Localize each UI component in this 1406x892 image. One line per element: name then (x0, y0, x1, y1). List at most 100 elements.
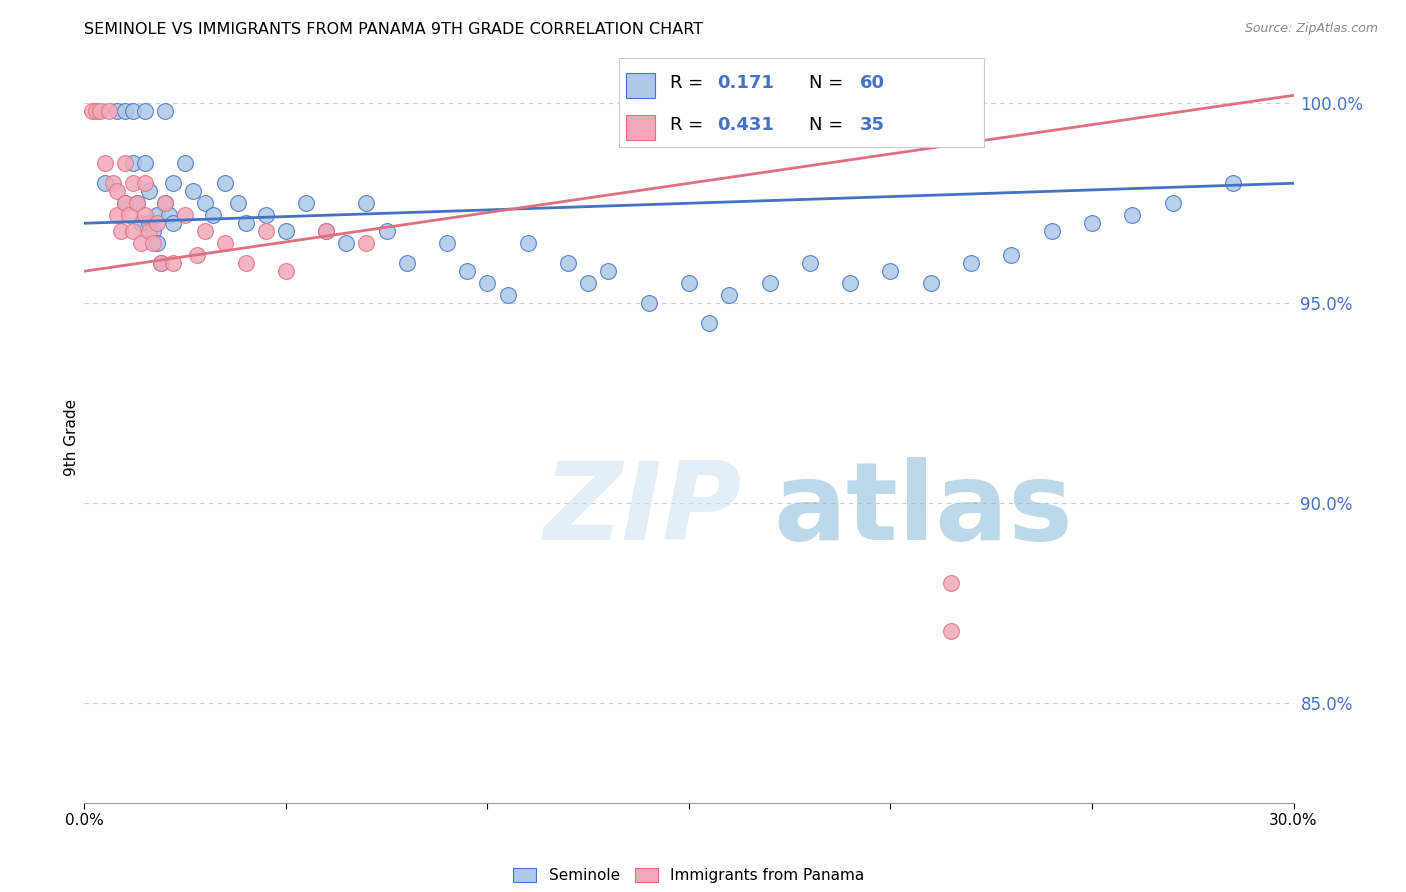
Point (146, 236, 169, 251)
Point (153, 196, 176, 211)
Point (162, 256, 184, 270)
Point (839, 276, 862, 290)
Text: N =: N = (808, 116, 849, 134)
Point (82, 104, 104, 119)
Point (149, 256, 172, 270)
Point (157, 208, 180, 222)
Point (162, 216, 184, 230)
Point (97, 104, 120, 119)
Point (134, 176, 156, 190)
Point (1161, 196, 1184, 211)
Point (879, 264, 901, 278)
Point (134, 104, 156, 119)
Text: ZIP: ZIP (544, 458, 742, 563)
Text: R =: R = (669, 116, 709, 134)
Point (174, 208, 197, 222)
Point (114, 104, 136, 119)
Point (105, 104, 128, 119)
Point (129, 236, 152, 251)
Point (576, 276, 599, 290)
Point (436, 236, 458, 251)
Text: 35: 35 (860, 116, 884, 134)
Point (125, 196, 148, 211)
Point (557, 256, 579, 270)
Point (101, 176, 124, 190)
Point (274, 264, 297, 278)
Text: atlas: atlas (773, 458, 1073, 563)
Point (194, 196, 217, 211)
Point (637, 296, 659, 310)
Point (142, 236, 165, 251)
Point (146, 216, 169, 230)
Point (121, 224, 143, 238)
Point (960, 256, 983, 270)
Point (1081, 216, 1104, 230)
Point (395, 256, 418, 270)
Point (315, 224, 337, 238)
Point (375, 224, 398, 238)
Point (678, 276, 700, 290)
Point (254, 224, 277, 238)
Point (134, 156, 156, 170)
Point (153, 196, 176, 211)
Point (86, 104, 108, 119)
Point (496, 288, 519, 302)
Point (1000, 248, 1022, 262)
Point (110, 224, 132, 238)
Point (598, 264, 620, 278)
Text: 0.171: 0.171 (717, 74, 775, 92)
Point (134, 208, 156, 222)
Point (142, 224, 165, 238)
Point (121, 176, 143, 190)
Text: N =: N = (808, 74, 849, 92)
Point (121, 156, 143, 170)
Point (89, 104, 111, 119)
Point (939, 624, 962, 638)
Point (315, 224, 337, 238)
Point (105, 184, 128, 198)
Point (456, 264, 478, 278)
Point (226, 196, 249, 211)
Point (295, 196, 318, 211)
Text: 60: 60 (860, 74, 884, 92)
Point (214, 176, 236, 190)
Point (153, 104, 176, 119)
Point (1040, 224, 1063, 238)
Point (121, 104, 143, 119)
Point (174, 156, 197, 170)
Point (1222, 176, 1244, 190)
Point (202, 208, 225, 222)
Point (114, 196, 136, 211)
Point (186, 248, 208, 262)
Point (118, 208, 141, 222)
Point (162, 176, 184, 190)
Point (181, 184, 204, 198)
Point (93, 156, 115, 170)
Point (114, 156, 136, 170)
Text: R =: R = (669, 74, 709, 92)
Text: SEMINOLE VS IMMIGRANTS FROM PANAMA 9TH GRADE CORRELATION CHART: SEMINOLE VS IMMIGRANTS FROM PANAMA 9TH G… (84, 22, 703, 37)
Point (194, 224, 217, 238)
Point (697, 316, 720, 330)
Point (138, 184, 160, 198)
Point (138, 224, 160, 238)
Point (477, 276, 499, 290)
Y-axis label: 9th Grade: 9th Grade (63, 399, 79, 475)
Point (516, 236, 538, 251)
Point (138, 216, 160, 230)
Text: 0.431: 0.431 (717, 116, 775, 134)
Point (1121, 208, 1143, 222)
Point (235, 256, 257, 270)
Point (129, 216, 152, 230)
Point (758, 276, 780, 290)
Point (356, 236, 378, 251)
Point (149, 256, 172, 270)
Bar (626, 73, 655, 98)
Point (939, 576, 962, 591)
Point (718, 288, 741, 302)
Point (114, 196, 136, 211)
Point (235, 216, 257, 230)
Point (799, 256, 821, 270)
Legend: Seminole, Immigrants from Panama: Seminole, Immigrants from Panama (513, 868, 865, 883)
Point (93, 176, 115, 190)
